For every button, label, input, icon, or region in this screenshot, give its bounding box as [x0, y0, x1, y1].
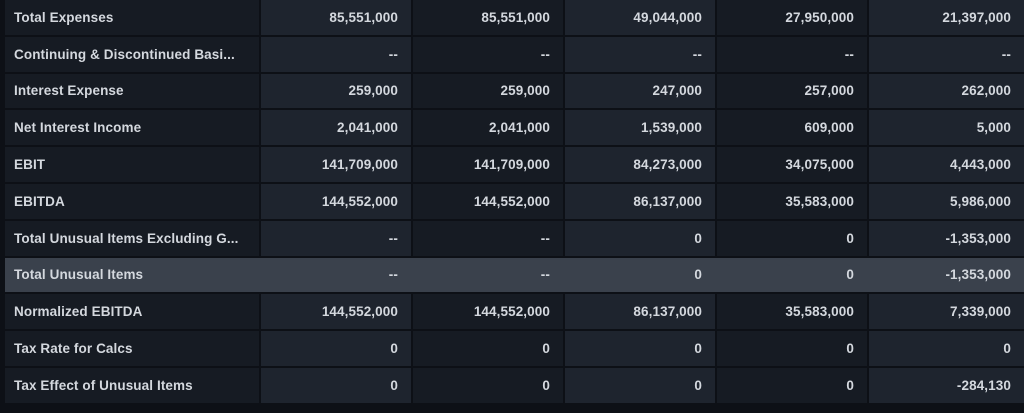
value-cell-3: 0 [565, 331, 715, 366]
value-cell-2: 144,552,000 [413, 183, 563, 219]
value-cell-4: 34,075,000 [717, 147, 867, 182]
value-cell-4: 0 [717, 367, 867, 403]
value-cell-2: 141,709,000 [413, 147, 563, 182]
row-label: Continuing & Discontinued Basi... [5, 36, 259, 72]
value-cell-1: 85,551,000 [261, 0, 411, 35]
value-cell-5: -1,353,000 [869, 257, 1024, 293]
value-cell-3: 0 [565, 257, 715, 293]
row-label: Net Interest Income [5, 110, 259, 146]
value-cell-1: -- [261, 257, 411, 293]
value-cell-4: -- [717, 36, 867, 72]
value-cell-3: 86,137,000 [565, 183, 715, 219]
row-label: EBIT [5, 147, 259, 182]
value-cell-3: 86,137,000 [565, 294, 715, 330]
value-cell-4: 0 [717, 331, 867, 366]
value-cell-3: 49,044,000 [565, 0, 715, 35]
value-cell-5: 7,339,000 [869, 294, 1024, 330]
value-cell-5: 5,986,000 [869, 183, 1024, 219]
value-cell-5: 21,397,000 [869, 0, 1024, 35]
value-cell-5: 4,443,000 [869, 147, 1024, 182]
value-cell-1: -- [261, 36, 411, 72]
row-label: Total Expenses [5, 0, 259, 35]
row-label: Tax Rate for Calcs [5, 331, 259, 366]
value-cell-4: 257,000 [717, 73, 867, 109]
value-cell-5: 262,000 [869, 73, 1024, 109]
value-cell-2: 2,041,000 [413, 110, 563, 146]
value-cell-1: 0 [261, 331, 411, 366]
row-label: Normalized EBITDA [5, 294, 259, 330]
value-cell-1: -- [261, 220, 411, 256]
value-cell-3: 84,273,000 [565, 147, 715, 182]
value-cell-4: 27,950,000 [717, 0, 867, 35]
value-cell-2: 0 [413, 331, 563, 366]
value-cell-2: -- [413, 36, 563, 72]
value-cell-5: 0 [869, 331, 1024, 366]
value-cell-4: 35,583,000 [717, 183, 867, 219]
value-cell-5: -- [869, 36, 1024, 72]
value-cell-3: 0 [565, 367, 715, 403]
value-cell-5: 5,000 [869, 110, 1024, 146]
value-cell-3: -- [565, 36, 715, 72]
value-cell-2: -- [413, 257, 563, 293]
value-cell-2: 0 [413, 367, 563, 403]
value-cell-1: 0 [261, 367, 411, 403]
row-label: EBITDA [5, 183, 259, 219]
value-cell-1: 144,552,000 [261, 183, 411, 219]
value-cell-2: 144,552,000 [413, 294, 563, 330]
value-cell-1: 2,041,000 [261, 110, 411, 146]
value-cell-2: 259,000 [413, 73, 563, 109]
value-cell-4: 0 [717, 220, 867, 256]
value-cell-4: 35,583,000 [717, 294, 867, 330]
value-cell-5: -1,353,000 [869, 220, 1024, 256]
row-label: Tax Effect of Unusual Items [5, 367, 259, 403]
value-cell-1: 144,552,000 [261, 294, 411, 330]
value-cell-3: 1,539,000 [565, 110, 715, 146]
value-cell-3: 247,000 [565, 73, 715, 109]
financials-table: Total Expenses 85,551,000 85,551,000 49,… [5, 0, 1024, 403]
row-label: Total Unusual Items Excluding G... [5, 220, 259, 256]
row-label: Interest Expense [5, 73, 259, 109]
value-cell-1: 141,709,000 [261, 147, 411, 182]
value-cell-2: 85,551,000 [413, 0, 563, 35]
value-cell-2: -- [413, 220, 563, 256]
row-label: Total Unusual Items [5, 257, 259, 293]
value-cell-3: 0 [565, 220, 715, 256]
value-cell-1: 259,000 [261, 73, 411, 109]
value-cell-4: 0 [717, 257, 867, 293]
value-cell-5: -284,130 [869, 367, 1024, 403]
value-cell-4: 609,000 [717, 110, 867, 146]
